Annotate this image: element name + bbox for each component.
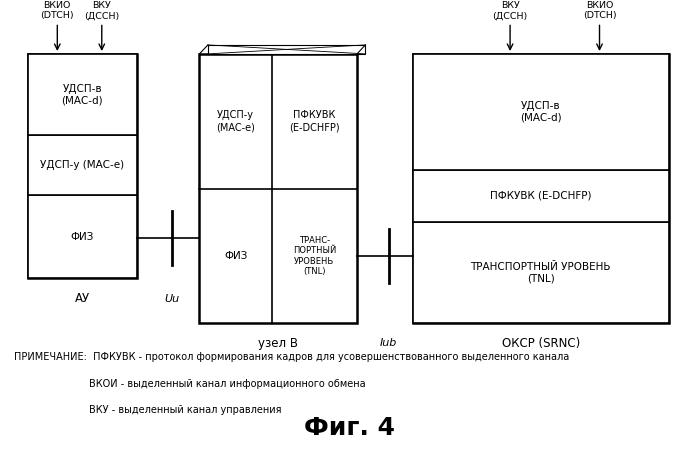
Text: Фиг. 4: Фиг. 4 — [304, 416, 395, 440]
Text: ПРИМЕЧАНИЕ:  ПФКУВК - протокол формирования кадров для усовершенствованного выде: ПРИМЕЧАНИЕ: ПФКУВК - протокол формирован… — [14, 352, 569, 362]
Text: ФИЗ: ФИЗ — [224, 251, 247, 261]
Text: ПФКУВК
(E-DCHFP): ПФКУВК (E-DCHFP) — [289, 110, 340, 132]
Bar — [28, 195, 136, 278]
Text: УДСП-у (MAC-е): УДСП-у (MAC-е) — [40, 160, 125, 170]
Text: УДСП-в
(MAC-d): УДСП-в (MAC-d) — [520, 101, 561, 123]
Text: ФИЗ: ФИЗ — [71, 232, 94, 242]
Text: ПФКУВК (E-DCHFP): ПФКУВК (E-DCHFP) — [490, 191, 592, 201]
Text: ВКОИ - выделенный канал информационного обмена: ВКОИ - выделенный канал информационного … — [14, 379, 365, 388]
Text: ВКУ
(ДCCН): ВКУ (ДCCН) — [493, 1, 528, 20]
Bar — [413, 54, 668, 323]
Text: ВКИО
(DTCH): ВКИО (DTCH) — [41, 1, 74, 20]
Text: ОКСР (SRNC): ОКСР (SRNC) — [502, 337, 580, 350]
Text: Iub: Iub — [380, 339, 397, 348]
Text: Uu: Uu — [164, 294, 179, 304]
Bar — [199, 54, 357, 323]
Text: узел В: узел В — [258, 337, 298, 350]
Bar — [413, 170, 668, 222]
Text: УДСП-у
(MAC-е): УДСП-у (MAC-е) — [216, 110, 256, 132]
Bar — [413, 222, 668, 323]
Bar — [28, 54, 136, 278]
Text: ВКИО
(DTCH): ВКИО (DTCH) — [582, 1, 616, 20]
Text: ВКУ - выделенный канал управления: ВКУ - выделенный канал управления — [14, 405, 281, 414]
Bar — [28, 135, 136, 195]
Text: ТРАНСПОРТНЫЙ УРОВЕНЬ
(TNL): ТРАНСПОРТНЫЙ УРОВЕНЬ (TNL) — [470, 262, 611, 284]
Bar — [413, 54, 668, 170]
Text: УДСП-в
(MAC-d): УДСП-в (MAC-d) — [62, 84, 103, 105]
Text: АУ: АУ — [75, 292, 90, 305]
Bar — [208, 45, 365, 54]
Text: ВКУ
(ДCCН): ВКУ (ДCCН) — [84, 1, 120, 20]
Text: ТРАНС-
ПОРТНЫЙ
УРОВЕНЬ
(TNL): ТРАНС- ПОРТНЫЙ УРОВЕНЬ (TNL) — [293, 236, 336, 276]
Bar — [28, 54, 136, 135]
